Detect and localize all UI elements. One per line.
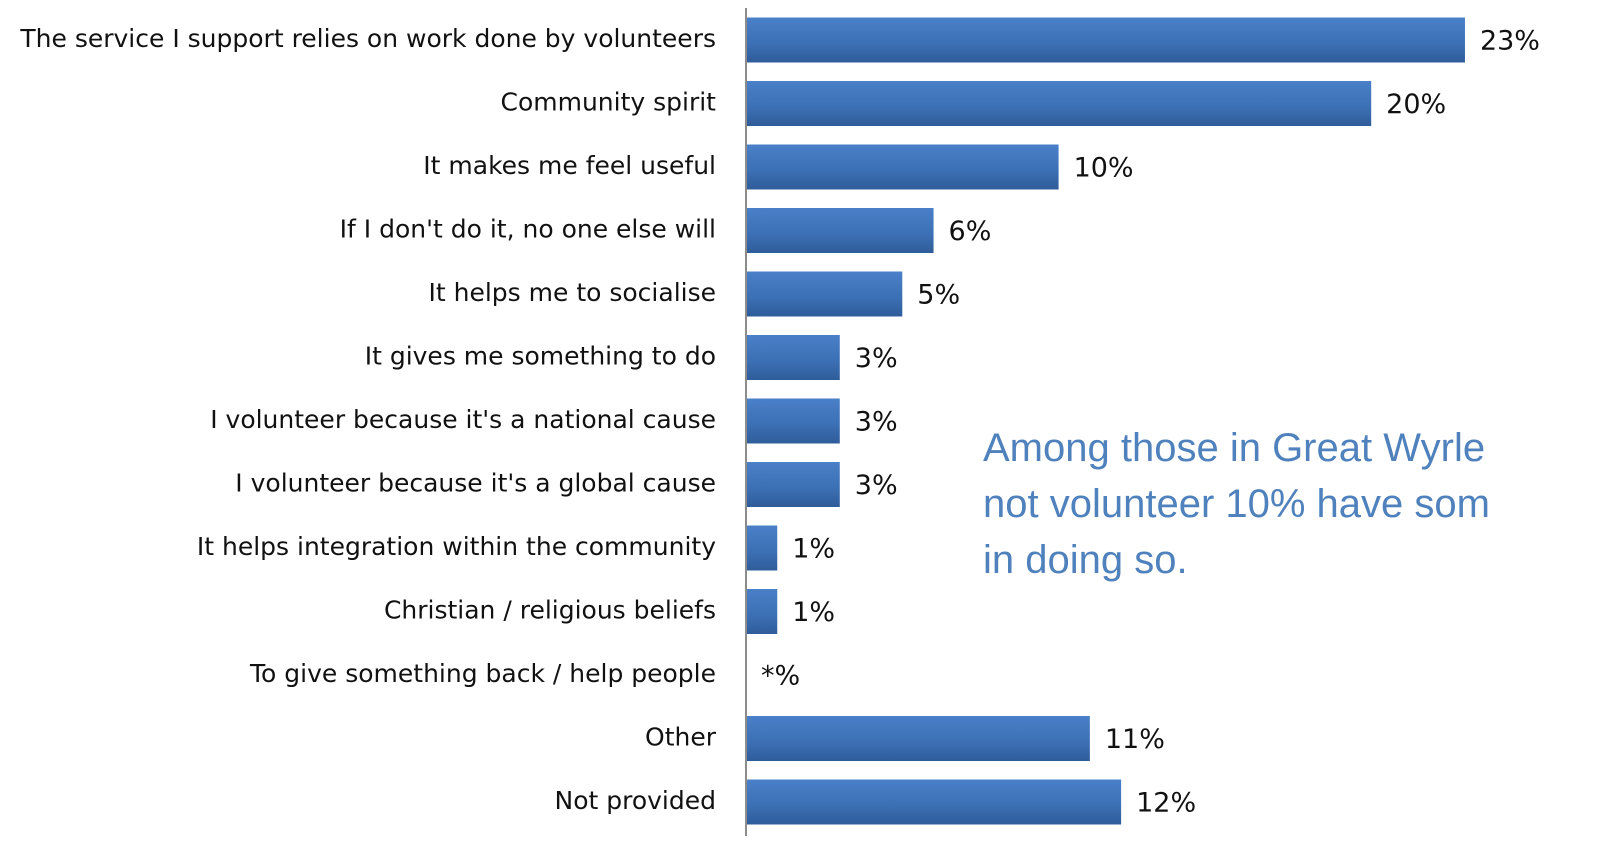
category-label: To give something back / help people xyxy=(249,659,716,688)
value-label: 1% xyxy=(792,534,835,565)
value-labels: 23% 20% 10% 6% 5% 3% 3% 3% 1% 1% *% 11% 12% xyxy=(761,26,1540,819)
category-label: Other xyxy=(645,723,717,752)
bar xyxy=(746,81,1372,126)
value-label: 11% xyxy=(1105,724,1165,755)
bar xyxy=(746,208,934,253)
category-label: Not provided xyxy=(555,786,717,815)
bar xyxy=(746,398,840,444)
value-label: *% xyxy=(761,661,800,692)
value-label: 20% xyxy=(1386,89,1446,120)
value-label: 3% xyxy=(855,470,898,501)
category-label: It makes me feel useful xyxy=(423,151,716,180)
category-label: I volunteer because it's a national caus… xyxy=(210,405,716,434)
annotation-line-1: Among those in Great Wyrle xyxy=(983,426,1486,470)
value-label: 1% xyxy=(792,597,835,628)
category-label: Community spirit xyxy=(500,88,716,117)
category-labels: The service I support relies on work don… xyxy=(19,24,716,815)
value-label: 3% xyxy=(855,343,898,374)
value-label: 6% xyxy=(949,216,992,247)
category-label: Christian / religious beliefs xyxy=(384,596,716,625)
value-label: 10% xyxy=(1074,153,1134,184)
category-label: It helps me to socialise xyxy=(429,278,717,307)
category-label: It helps integration within the communit… xyxy=(197,532,716,561)
bar xyxy=(746,525,778,571)
bar xyxy=(746,335,840,380)
bar xyxy=(746,716,1090,761)
category-label: I volunteer because it's a global cause xyxy=(235,469,716,498)
bar xyxy=(746,271,903,317)
category-label: It gives me something to do xyxy=(365,342,716,371)
category-label: If I don't do it, no one else will xyxy=(340,215,716,244)
bars-group xyxy=(746,17,1465,825)
bar xyxy=(746,144,1059,190)
category-label: The service I support relies on work don… xyxy=(19,24,716,53)
value-label: 12% xyxy=(1136,788,1196,819)
value-label: 3% xyxy=(855,407,898,438)
bar xyxy=(746,17,1465,63)
value-label: 5% xyxy=(917,280,960,311)
bar xyxy=(746,462,840,507)
annotation-line-2: not volunteer 10% have som xyxy=(983,482,1490,526)
annotation-text: Among those in Great Wyrle not volunteer… xyxy=(983,420,1605,588)
value-label: 23% xyxy=(1480,26,1540,57)
bar xyxy=(746,589,778,634)
bar xyxy=(746,779,1122,825)
annotation-line-3: in doing so. xyxy=(983,538,1188,582)
